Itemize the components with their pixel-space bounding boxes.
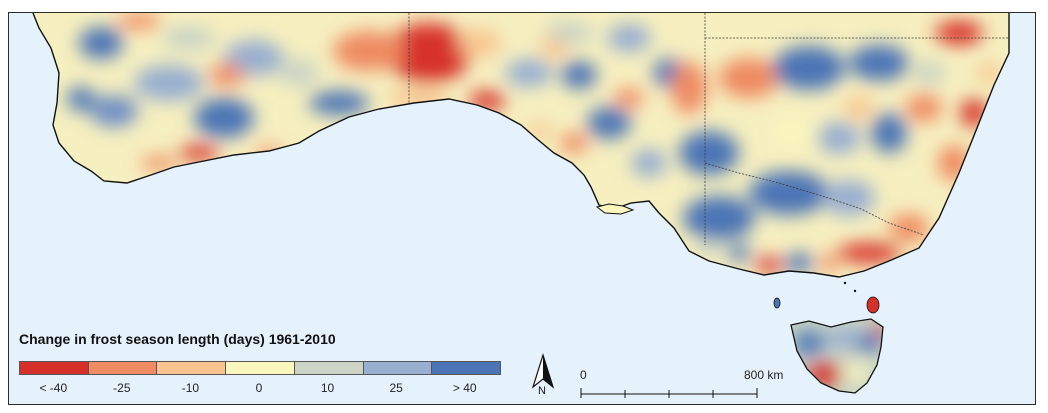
legend-swatch	[157, 362, 227, 374]
legend-swatch	[363, 362, 433, 374]
legend-label: > 40	[452, 381, 477, 395]
legend-label: < -40	[39, 381, 68, 395]
frost-season-map	[9, 13, 1035, 404]
legend-swatch	[432, 362, 501, 374]
islet	[843, 281, 847, 285]
islet	[853, 289, 857, 293]
kangaroo-island	[595, 203, 635, 215]
king-island	[773, 297, 781, 309]
scale-start-label: 0	[580, 368, 587, 382]
legend-label: -25	[113, 381, 131, 395]
scale-bar	[580, 388, 758, 398]
legend-swatch	[294, 362, 364, 374]
legend: Change in frost season length (days) 196…	[19, 331, 511, 397]
legend-label: -10	[181, 381, 200, 395]
tasmania-coastline	[790, 318, 884, 394]
legend-title: Change in frost season length (days) 196…	[19, 331, 336, 347]
legend-color-ramp	[19, 361, 501, 375]
coastline	[32, 13, 1010, 278]
north-label: N	[538, 385, 546, 397]
legend-swatch	[88, 362, 158, 374]
legend-label: 0	[255, 381, 263, 395]
legend-label: 25	[389, 381, 403, 395]
map-frame: Change in frost season length (days) 196…	[8, 12, 1036, 405]
legend-swatch	[20, 362, 89, 374]
north-arrow-icon	[531, 353, 555, 389]
scale-end-label: 800 km	[744, 368, 784, 382]
flinders-island	[866, 296, 880, 314]
legend-label: 10	[320, 381, 335, 395]
legend-swatch	[226, 362, 295, 374]
